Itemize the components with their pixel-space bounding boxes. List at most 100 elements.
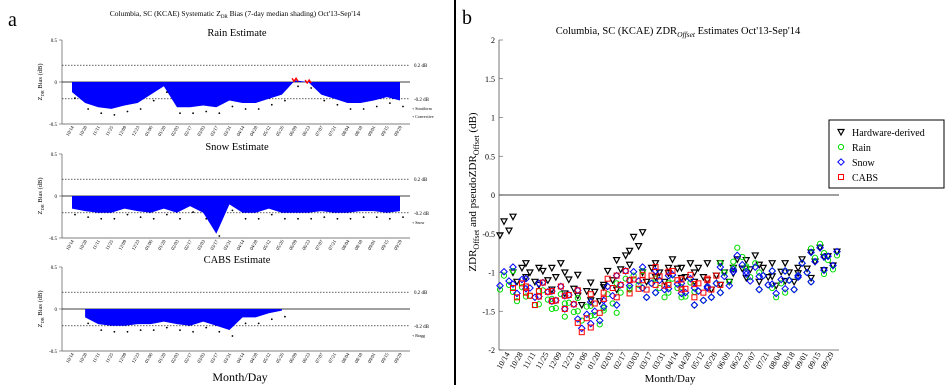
triangle-marker — [790, 278, 799, 287]
sample-point — [218, 235, 221, 237]
y-tick-label: 1 — [491, 114, 495, 123]
x-tick-label: 11/25 — [105, 352, 115, 364]
y-tick-label: 0.5 — [51, 39, 58, 44]
diamond-marker — [829, 261, 837, 270]
circle-marker — [665, 289, 672, 296]
circle-marker — [682, 293, 689, 300]
diamond-marker — [824, 252, 832, 261]
circle-marker — [726, 278, 733, 285]
sample-point — [165, 213, 168, 216]
x-tick-label: 02/03 — [171, 352, 181, 364]
x-tick-label: 01/20 — [158, 239, 168, 251]
legend-label: Rain — [852, 143, 871, 154]
x-tick-label: 11/11 — [92, 239, 102, 251]
sample-point — [257, 322, 260, 325]
circle-marker — [630, 272, 637, 279]
ylabel-sub: DR — [40, 317, 45, 323]
triangle-marker — [517, 264, 526, 273]
square-marker — [557, 283, 564, 290]
square-marker — [522, 283, 529, 290]
circle-marker — [747, 274, 754, 281]
triangle-marker — [616, 266, 625, 274]
triangle-marker — [625, 247, 634, 256]
square-marker — [717, 281, 724, 288]
square-marker — [565, 291, 572, 298]
x-tick-label: 01/06 — [145, 125, 155, 137]
x-tick-label: 11/11 — [92, 125, 102, 137]
x-tick-label: 06/23 — [302, 352, 312, 364]
triangle-marker — [508, 213, 518, 221]
sample-point — [74, 213, 76, 216]
sample-point — [323, 216, 326, 219]
sample-point — [388, 217, 391, 220]
sample-point — [139, 329, 142, 332]
sample-point — [362, 216, 365, 219]
square-marker — [544, 288, 551, 295]
sample-point — [402, 216, 404, 219]
sample-point — [244, 217, 247, 220]
x-tick-label: 03/17 — [210, 239, 220, 251]
triangle-marker — [772, 282, 781, 290]
square-marker — [561, 292, 568, 299]
x-tick-label: 09/29 — [819, 351, 836, 371]
x-tick-label: 10/28 — [79, 125, 89, 137]
circle-marker — [600, 305, 607, 312]
diamond-marker — [505, 277, 513, 285]
x-tick-label: 06/09 — [289, 352, 299, 364]
legend-entry: + Convective — [412, 114, 434, 119]
square-marker — [665, 281, 672, 288]
x-tick-label: 08/04 — [341, 125, 351, 137]
y-tick-label: 0 — [55, 81, 58, 86]
y-tick-label: -0.5 — [482, 230, 495, 239]
ylabel-z: Z — [37, 96, 44, 100]
diamond-marker — [820, 266, 828, 275]
square-marker — [587, 324, 594, 331]
diamond-marker — [625, 281, 634, 290]
diamond-marker — [707, 293, 716, 302]
circle-marker — [570, 308, 577, 316]
circle-marker — [769, 284, 776, 292]
square-marker — [708, 286, 715, 293]
ref-label: -0.2 dB — [414, 212, 430, 217]
diamond-marker — [837, 158, 845, 166]
square-marker — [652, 281, 659, 288]
x-tick-label: 09/01 — [368, 239, 378, 251]
circle-marker — [626, 286, 633, 293]
triangle-marker — [573, 271, 582, 280]
y-tick-label: 0.5 — [485, 152, 495, 161]
circle-marker — [522, 293, 530, 300]
circle-marker — [535, 301, 542, 308]
square-marker — [648, 272, 655, 279]
diamond-marker — [738, 260, 747, 269]
x-tick-label: 12/09 — [118, 352, 128, 364]
triangle-marker — [686, 260, 695, 268]
x-tick-label: 04/28 — [250, 125, 260, 137]
triangle-marker — [564, 276, 573, 284]
circle-marker — [721, 269, 728, 276]
diamond-marker — [599, 302, 608, 311]
circle-marker — [824, 257, 832, 264]
ref-label: -0.2 dB — [414, 325, 430, 330]
sample-point — [402, 105, 404, 108]
triangle-marker — [768, 260, 777, 268]
circle-marker — [807, 245, 815, 252]
diamond-marker — [820, 253, 828, 261]
square-marker — [509, 285, 516, 291]
square-marker — [678, 276, 685, 283]
diamond-marker — [733, 251, 742, 260]
square-marker — [626, 277, 633, 284]
x-tick-label: 07/21 — [328, 125, 338, 137]
subplot-ylabel: ZDR Bias (dB) — [37, 291, 45, 328]
diamond-marker — [811, 257, 819, 266]
square-marker — [587, 291, 594, 298]
y-tick-label: 0.5 — [51, 266, 58, 271]
sample-point — [87, 216, 90, 219]
sample-point — [179, 217, 181, 220]
square-marker — [643, 286, 650, 293]
square-marker — [678, 286, 685, 293]
square-marker — [691, 294, 698, 301]
diamond-marker — [781, 284, 790, 293]
subplot-title: Rain Estimate — [207, 28, 267, 39]
x-tick-label: 12/23 — [132, 125, 142, 137]
legend-box — [828, 119, 945, 189]
